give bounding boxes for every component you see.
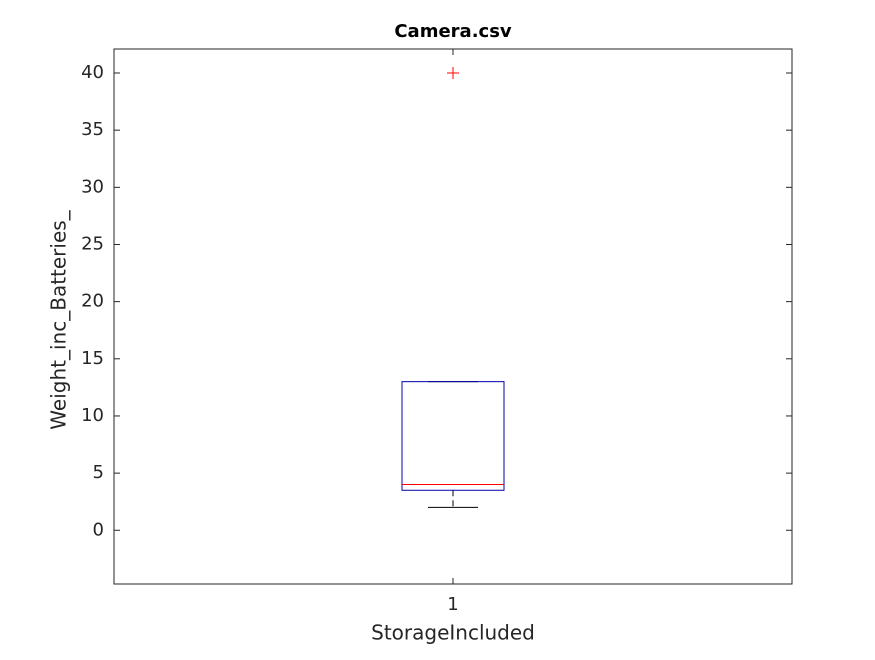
y-tick-label: 5 <box>93 462 104 483</box>
y-tick-label: 25 <box>81 233 104 254</box>
y-tick-label: 10 <box>81 405 104 426</box>
outlier <box>447 67 459 80</box>
y-tick-label: 35 <box>81 119 104 140</box>
x-axis-label: StorageIncluded <box>371 621 535 645</box>
y-tick-label: 0 <box>93 519 104 540</box>
y-tick-label: 20 <box>81 291 104 312</box>
y-tick-label: 15 <box>81 348 104 369</box>
y-axis-label: Weight_inc_Batteries_ <box>47 209 71 429</box>
x-tick-label: 1 <box>447 594 458 615</box>
chart-title: Camera.csv <box>394 21 512 42</box>
y-tick-label: 40 <box>81 62 104 83</box>
y-tick-label: 30 <box>81 176 104 197</box>
box <box>401 381 505 491</box>
